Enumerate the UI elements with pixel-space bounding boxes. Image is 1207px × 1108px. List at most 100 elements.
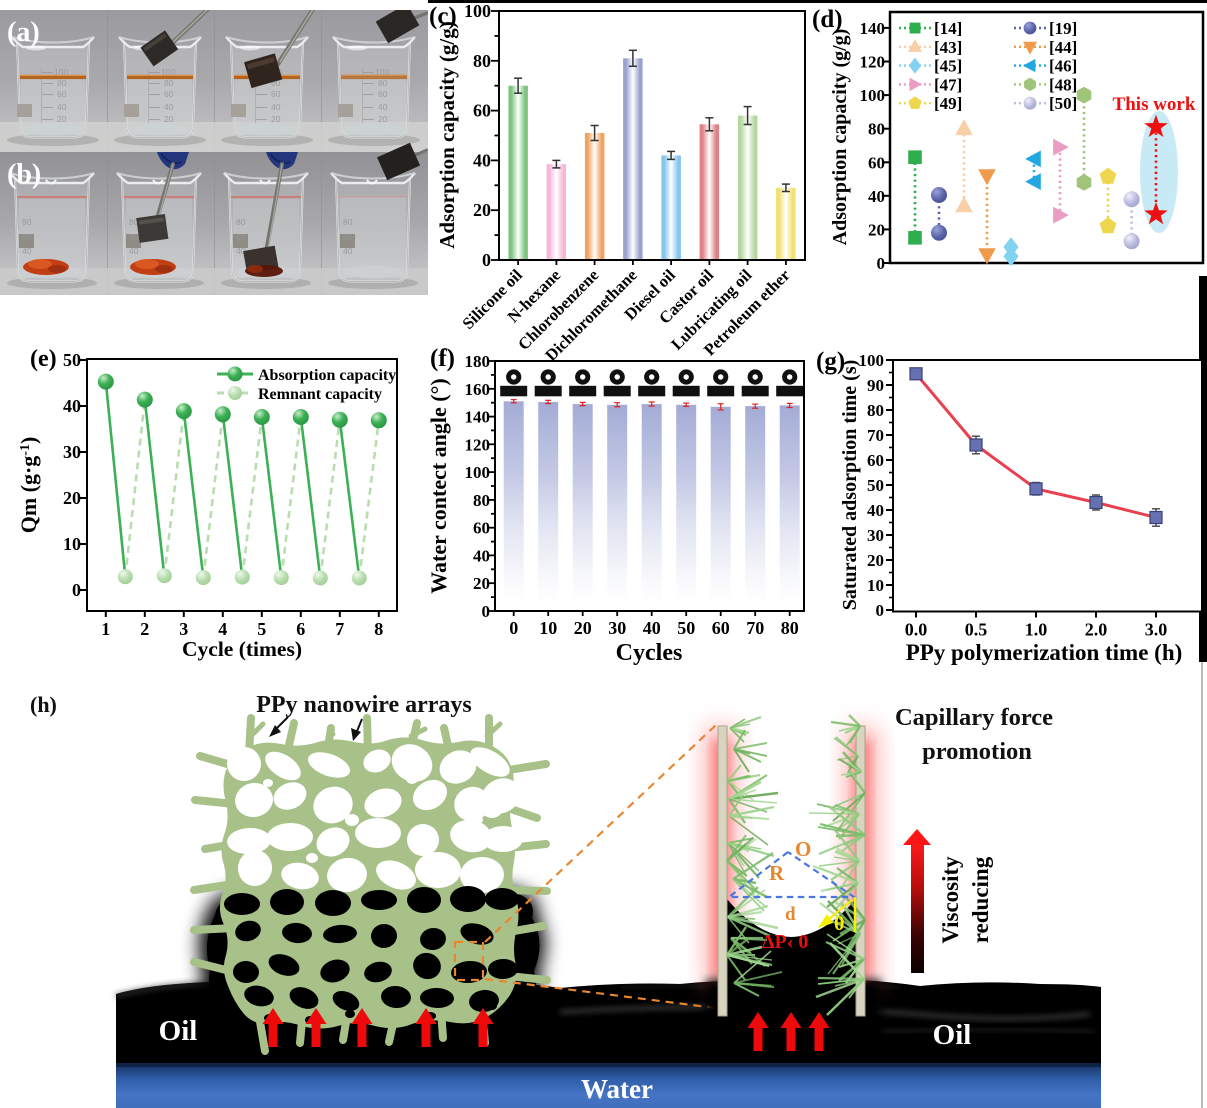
svg-text:40: 40 xyxy=(164,102,174,112)
svg-text:4: 4 xyxy=(218,619,227,639)
svg-text:50: 50 xyxy=(63,350,81,370)
svg-text:60: 60 xyxy=(867,451,884,470)
svg-text:80: 80 xyxy=(473,491,490,510)
svg-text:0.5: 0.5 xyxy=(965,620,988,640)
svg-text:80: 80 xyxy=(781,618,799,638)
svg-text:140: 140 xyxy=(465,408,491,427)
svg-text:[14]: [14] xyxy=(934,19,962,38)
svg-text:20: 20 xyxy=(271,114,281,124)
svg-text:30: 30 xyxy=(608,618,626,638)
svg-text:20: 20 xyxy=(164,114,174,124)
svg-text:80: 80 xyxy=(378,78,388,88)
svg-text:80: 80 xyxy=(868,120,885,139)
svg-text:40: 40 xyxy=(236,246,246,256)
svg-text:60: 60 xyxy=(22,232,32,242)
svg-text:Saturated adsorption time (s): Saturated adsorption time (s) xyxy=(839,360,861,611)
svg-text:(b): (b) xyxy=(7,159,41,190)
svg-text:40: 40 xyxy=(63,396,81,416)
svg-text:R: R xyxy=(769,861,785,885)
svg-text:(a): (a) xyxy=(7,17,40,48)
svg-text:20: 20 xyxy=(574,618,592,638)
svg-text:2: 2 xyxy=(140,619,149,639)
svg-text:100: 100 xyxy=(375,67,389,77)
svg-text:0: 0 xyxy=(877,254,886,273)
svg-text:80: 80 xyxy=(473,51,491,71)
svg-text:promotion: promotion xyxy=(922,738,1032,765)
svg-text:0: 0 xyxy=(509,618,518,638)
svg-text:180: 180 xyxy=(465,352,491,371)
svg-text:[49]: [49] xyxy=(934,94,962,113)
svg-text:60: 60 xyxy=(343,232,353,242)
svg-text:θ: θ xyxy=(834,913,844,935)
svg-text:(e): (e) xyxy=(30,346,57,372)
svg-text:60: 60 xyxy=(868,153,885,172)
svg-text:[45]: [45] xyxy=(934,57,962,76)
svg-text:(d): (d) xyxy=(812,6,843,33)
svg-text:80: 80 xyxy=(22,217,32,227)
svg-text:This work: This work xyxy=(1113,94,1196,115)
svg-text:10: 10 xyxy=(63,534,81,554)
svg-text:0: 0 xyxy=(482,250,491,270)
svg-text:40: 40 xyxy=(378,102,388,112)
svg-text:50: 50 xyxy=(677,618,695,638)
svg-text:80: 80 xyxy=(236,217,246,227)
svg-text:Remnant capacity: Remnant capacity xyxy=(258,386,382,403)
svg-text:Water: Water xyxy=(581,1074,653,1104)
svg-text:20: 20 xyxy=(63,488,81,508)
svg-text:3.0: 3.0 xyxy=(1145,620,1168,640)
svg-text:8: 8 xyxy=(374,619,383,639)
svg-text:60: 60 xyxy=(271,89,281,99)
svg-text:60: 60 xyxy=(164,89,174,99)
svg-text:PPy nanowire arrays: PPy nanowire arrays xyxy=(256,692,472,718)
svg-text:60: 60 xyxy=(473,519,490,538)
svg-text:0: 0 xyxy=(876,601,885,620)
svg-text:3: 3 xyxy=(179,619,188,639)
svg-text:60: 60 xyxy=(712,618,730,638)
svg-text:40: 40 xyxy=(57,102,67,112)
svg-text:120: 120 xyxy=(465,435,491,454)
svg-text:40: 40 xyxy=(473,150,491,170)
svg-text:100: 100 xyxy=(465,463,491,482)
svg-text:100: 100 xyxy=(859,351,885,370)
svg-text:2.0: 2.0 xyxy=(1085,620,1108,640)
svg-text:100: 100 xyxy=(860,86,886,105)
svg-text:[46]: [46] xyxy=(1049,57,1077,76)
svg-text:40: 40 xyxy=(271,102,281,112)
svg-text:d: d xyxy=(785,904,796,925)
svg-text:40: 40 xyxy=(643,618,661,638)
svg-text:70: 70 xyxy=(867,426,884,445)
svg-text:ΔP‹ 0: ΔP‹ 0 xyxy=(762,931,808,953)
svg-text:30: 30 xyxy=(63,442,81,462)
svg-text:10: 10 xyxy=(539,618,557,638)
svg-text:50: 50 xyxy=(867,476,884,495)
svg-text:80: 80 xyxy=(164,78,174,88)
svg-text:80: 80 xyxy=(57,78,67,88)
svg-text:40: 40 xyxy=(473,546,490,565)
svg-text:40: 40 xyxy=(343,246,353,256)
svg-text:80: 80 xyxy=(867,401,884,420)
svg-text:[48]: [48] xyxy=(1049,75,1077,94)
svg-text:(g): (g) xyxy=(816,348,845,375)
svg-text:Viscosity: Viscosity xyxy=(938,856,963,944)
svg-text:40: 40 xyxy=(22,246,32,256)
svg-text:Adsorption capacity (g/g): Adsorption capacity (g/g) xyxy=(829,29,851,246)
svg-text:Cycles: Cycles xyxy=(616,640,683,666)
svg-text:20: 20 xyxy=(378,114,388,124)
svg-text:30: 30 xyxy=(867,526,884,545)
svg-text:20: 20 xyxy=(473,200,491,220)
svg-text:Qm (g·g-1): Qm (g·g-1) xyxy=(16,437,41,534)
svg-text:0.0: 0.0 xyxy=(905,620,928,640)
svg-text:80: 80 xyxy=(129,217,139,227)
svg-text:40: 40 xyxy=(867,501,884,520)
svg-text:Capillary force: Capillary force xyxy=(895,704,1053,731)
svg-text:0: 0 xyxy=(72,580,81,600)
svg-text:20: 20 xyxy=(473,574,490,593)
svg-text:[44]: [44] xyxy=(1049,38,1077,57)
svg-text:Absorption capacity: Absorption capacity xyxy=(258,367,396,384)
svg-text:90: 90 xyxy=(867,376,884,395)
svg-text:100: 100 xyxy=(54,67,68,77)
svg-text:6: 6 xyxy=(296,619,305,639)
svg-text:reducing: reducing xyxy=(968,856,993,943)
svg-text:Cycle (times): Cycle (times) xyxy=(182,637,302,661)
svg-text:100: 100 xyxy=(464,1,491,21)
